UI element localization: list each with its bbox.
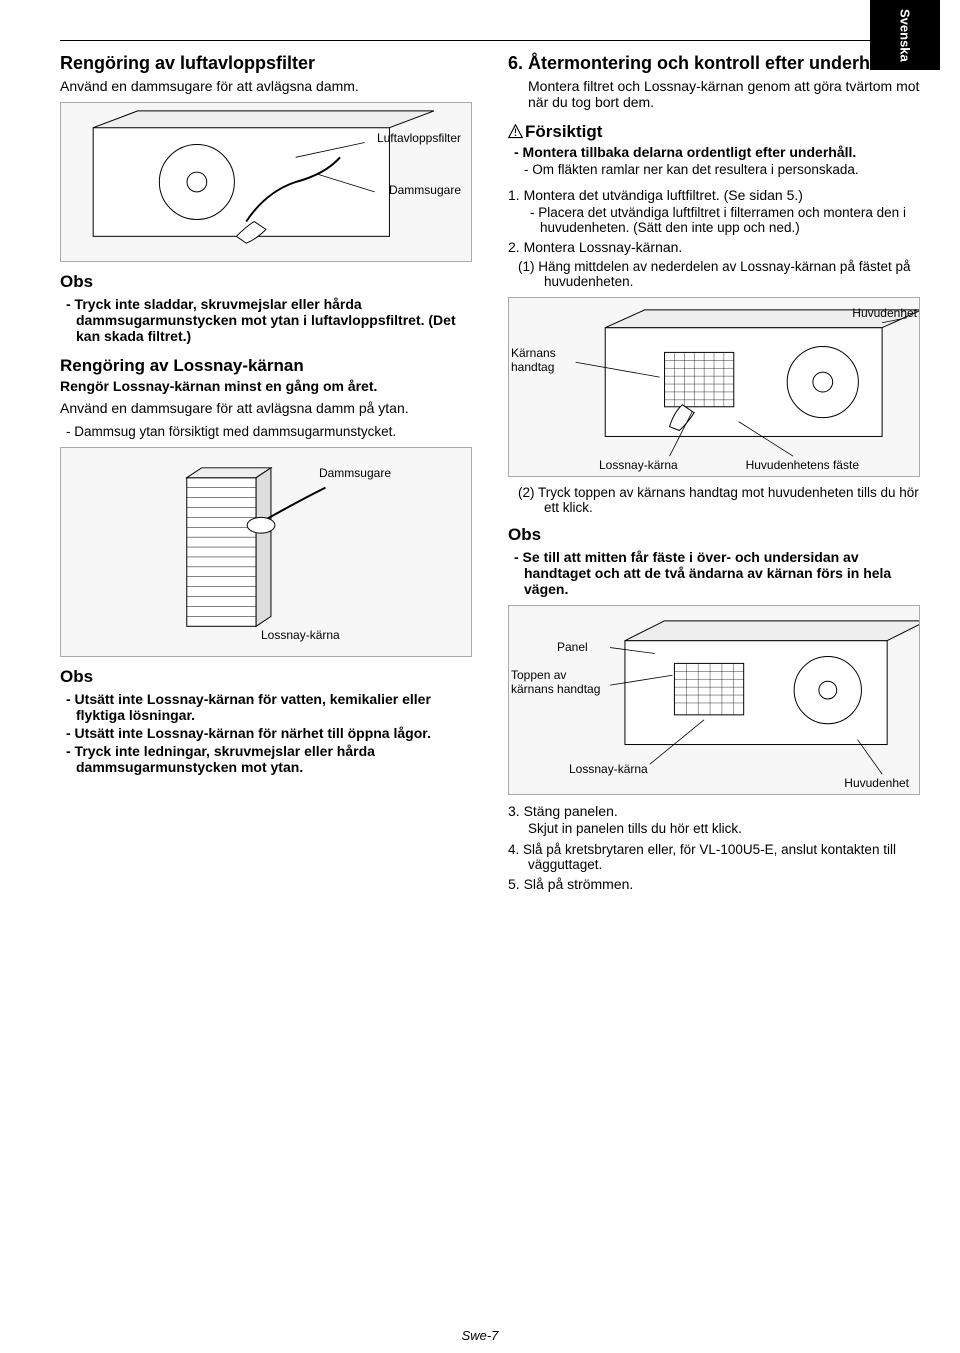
- figure-mount-core: Kärnans handtag Huvudenhet Lossnay-kärna…: [508, 297, 920, 477]
- obs2-item2: - Utsätt inte Lossnay-kärnan för närhet …: [64, 725, 472, 741]
- step6-title: 6. Återmontering och kontroll efter unde…: [508, 53, 920, 74]
- step1-sub: - Placera det utvändiga luftfiltret i fi…: [512, 205, 920, 235]
- step2-p2: (2) Tryck toppen av kärnans handtag mot …: [512, 485, 920, 515]
- fig4-label-core: Lossnay-kärna: [569, 762, 648, 776]
- fig1-label-filter: Luftavloppsfilter: [377, 131, 461, 145]
- core-illustration-icon: [61, 448, 471, 656]
- left-column: Rengöring av luftavloppsfilter Använd en…: [60, 53, 472, 894]
- fig4-label-handle-top: Toppen av kärnans handtag: [511, 668, 611, 696]
- left-heading-2: Rengöring av Lossnay-kärnan: [60, 356, 472, 376]
- obs1-item1: - Tryck inte sladdar, skruvmejslar eller…: [64, 296, 472, 344]
- obs3-item1: - Se till att mitten får fäste i över- o…: [512, 549, 920, 597]
- fig4-label-mainunit: Huvudenhet: [844, 776, 909, 790]
- fig2-label-vacuum: Dammsugare: [319, 466, 391, 480]
- unit-illustration-icon: [61, 103, 471, 261]
- obs2-title: Obs: [60, 667, 472, 687]
- fig3-label-core: Lossnay-kärna: [599, 458, 678, 472]
- step3-sub: Skjut in panelen tills du hör ett klick.: [508, 821, 920, 836]
- fig2-label-core: Lossnay-kärna: [261, 628, 340, 642]
- left-h2-line3: - Dammsug ytan försiktigt med dammsugarm…: [64, 424, 472, 439]
- caution-title: Försiktigt: [508, 122, 920, 142]
- fig3-label-handle: Kärnans handtag: [511, 346, 571, 374]
- left-heading-1-sub: Använd en dammsugare för att avlägsna da…: [60, 78, 472, 94]
- step2-title: 2. Montera Lossnay-kärnan.: [508, 239, 920, 255]
- fig4-label-panel: Panel: [557, 640, 588, 654]
- page-number: Swe-7: [0, 1328, 960, 1343]
- step3: 3. Stäng panelen.: [508, 803, 920, 819]
- left-h2-line1: Rengör Lossnay-kärnan minst en gång om å…: [60, 378, 472, 394]
- step2-p1: (1) Häng mittdelen av nederdelen av Loss…: [512, 259, 920, 289]
- figure-vacuum-filter: Luftavloppsfilter Dammsugare: [60, 102, 472, 262]
- top-rule: [60, 40, 920, 41]
- obs1-title: Obs: [60, 272, 472, 292]
- left-h2-line2: Använd en dammsugare för att avlägsna da…: [60, 400, 472, 416]
- right-column: 6. Återmontering och kontroll efter unde…: [508, 53, 920, 894]
- caution-item1: - Montera tillbaka delarna ordentligt ef…: [512, 144, 920, 160]
- fig3-label-mainunit: Huvudenhet: [852, 306, 917, 320]
- step6-sub: Montera filtret och Lossnay-kärnan genom…: [508, 78, 920, 110]
- step4: 4. Slå på kretsbrytaren eller, för VL-10…: [508, 842, 920, 872]
- warning-triangle-icon: [508, 124, 523, 139]
- mount-illustration-icon: [509, 298, 919, 476]
- caution-title-text: Försiktigt: [525, 122, 602, 141]
- obs3-title: Obs: [508, 525, 920, 545]
- figure-panel: Panel Toppen av kärnans handtag Lossnay-…: [508, 605, 920, 795]
- step1-title: 1. Montera det utvändiga luftfiltret. (S…: [508, 187, 920, 203]
- obs2-item3: - Tryck inte ledningar, skruvmejslar ell…: [64, 743, 472, 775]
- step5: 5. Slå på strömmen.: [508, 876, 920, 892]
- fig3-label-bracket: Huvudenhetens fäste: [746, 458, 859, 472]
- language-tab: Svenska: [870, 0, 940, 70]
- fig1-label-vacuum: Dammsugare: [389, 183, 461, 197]
- left-heading-1: Rengöring av luftavloppsfilter: [60, 53, 472, 74]
- obs2-item1: - Utsätt inte Lossnay-kärnan för vatten,…: [64, 691, 472, 723]
- caution-item1-sub: - Om fläkten ramlar ner kan det resulter…: [512, 162, 920, 177]
- figure-lossnay-core: Dammsugare Lossnay-kärna: [60, 447, 472, 657]
